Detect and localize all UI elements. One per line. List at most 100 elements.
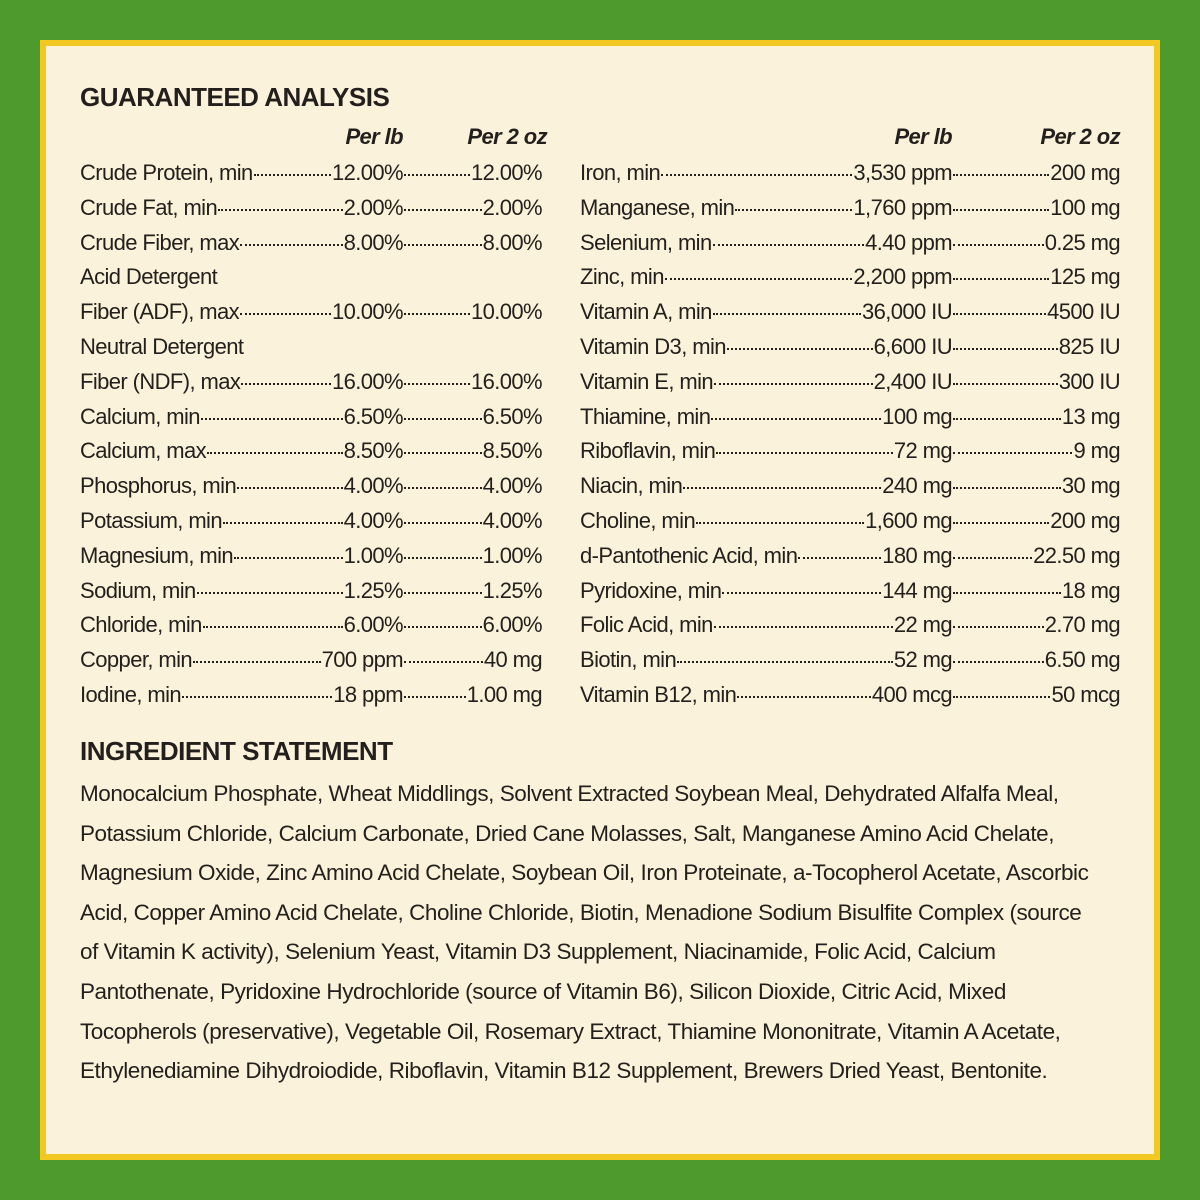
nutrient-name: Manganese, min bbox=[580, 194, 735, 220]
nutrient-name: Folic Acid, min bbox=[580, 612, 713, 638]
leader-dots bbox=[726, 347, 873, 350]
nutrient-name: Potassium, min bbox=[80, 507, 223, 533]
leader-dots bbox=[404, 452, 482, 455]
per-lb-value: 16.00% bbox=[331, 368, 404, 394]
leader-dots bbox=[404, 591, 482, 594]
per-lb-cell: Iron, min 3,530 ppm bbox=[580, 156, 953, 191]
row-line: Biotin, min 52 mg 6.50 mg bbox=[580, 643, 1121, 678]
leader-dots bbox=[222, 521, 343, 524]
per-lb-cell: Iodine, min 18 ppm bbox=[80, 678, 404, 713]
per-lb-cell: Fiber (NDF), max 16.00% bbox=[80, 365, 404, 400]
per-lb-cell: Sodium, min 1.25% bbox=[80, 574, 404, 609]
per-lb-value: 400 mcg bbox=[871, 681, 953, 707]
per-lb-cell: Magnesium, min 1.00% bbox=[80, 539, 404, 574]
leader-dots bbox=[200, 417, 343, 420]
per-2oz-value: 300 IU bbox=[1058, 368, 1121, 394]
nutrient-name: Copper, min bbox=[80, 647, 193, 673]
per-lb-cell: Biotin, min 52 mg bbox=[580, 643, 953, 678]
row-line: d-Pantothenic Acid, min 180 mg 22.50 mg bbox=[580, 539, 1121, 574]
per-2oz-cell: 8.50% bbox=[403, 434, 543, 469]
analysis-row: Magnesium, min 1.00% 1.00% bbox=[80, 539, 543, 574]
leader-dots bbox=[953, 452, 1073, 455]
analysis-row: Sodium, min 1.25% 1.25% bbox=[80, 574, 543, 609]
per-lb-cell: Selenium, min 4.40 ppm bbox=[580, 226, 953, 261]
header-label: Per 2 oz bbox=[467, 124, 547, 149]
analysis-row: Potassium, min 4.00% 4.00% bbox=[80, 504, 543, 539]
analysis-row: Calcium, min 6.50% 6.50% bbox=[80, 400, 543, 435]
analysis-row: Zinc, min 2,200 ppm 125 mg bbox=[580, 260, 1121, 295]
leader-dots bbox=[661, 174, 853, 176]
nutrient-name: Calcium, max bbox=[80, 438, 207, 464]
leader-dots bbox=[677, 661, 893, 664]
leader-dots bbox=[712, 243, 865, 246]
row-line: Potassium, min 4.00% 4.00% bbox=[80, 504, 543, 539]
leader-dots bbox=[953, 521, 1050, 524]
per-2oz-cell: 1.25% bbox=[403, 574, 543, 609]
per-lb-cell: Choline, min 1,600 mg bbox=[580, 504, 953, 539]
per-lb-value: 1.00% bbox=[343, 542, 404, 568]
per-2oz-cell: 300 IU bbox=[952, 365, 1121, 400]
per-2oz-cell: 6.50% bbox=[403, 400, 543, 435]
column-header: Per lb Per 2 oz bbox=[80, 122, 547, 156]
row-line: Phosphorus, min 4.00% 4.00% bbox=[80, 469, 543, 504]
per-2oz-cell: 1.00% bbox=[403, 539, 543, 574]
analysis-row: Vitamin D3, min 6,600 IU 825 IU bbox=[580, 330, 1121, 365]
row-line: Chloride, min 6.00% 6.00% bbox=[80, 608, 543, 643]
analysis-row: Copper, min 700 ppm 40 mg bbox=[80, 643, 543, 678]
leader-dots bbox=[196, 591, 343, 594]
row-line: Choline, min 1,600 mg 200 mg bbox=[580, 504, 1121, 539]
per-lb-cell: Phosphorus, min 4.00% bbox=[80, 469, 404, 504]
leader-dots bbox=[404, 521, 482, 524]
per-lb-cell: Thiamine, min 100 mg bbox=[580, 400, 953, 435]
nutrient-name: Crude Protein, min bbox=[80, 160, 253, 185]
per-2oz-value: 0.25 mg bbox=[1044, 229, 1121, 255]
analysis-row: Thiamine, min 100 mg 13 mg bbox=[580, 400, 1121, 435]
per-2oz-cell: 100 mg bbox=[952, 191, 1121, 226]
leader-dots bbox=[953, 626, 1044, 629]
row-line: Manganese, min 1,760 ppm 100 mg bbox=[580, 191, 1121, 226]
per-2oz-value: 22.50 mg bbox=[1033, 542, 1121, 568]
per-2oz-cell: 50 mcg bbox=[952, 678, 1121, 713]
leader-dots bbox=[798, 556, 882, 559]
leader-dots bbox=[953, 313, 1047, 316]
leader-dots bbox=[404, 556, 482, 559]
analysis-row: Folic Acid, min 22 mg 2.70 mg bbox=[580, 608, 1121, 643]
per-lb-value: 22 mg bbox=[893, 612, 953, 638]
per-2oz-cell: 9 mg bbox=[952, 434, 1121, 469]
per-lb-cell: Vitamin D3, min 6,600 IU bbox=[580, 330, 953, 365]
per-2oz-value: 50 mcg bbox=[1051, 681, 1120, 707]
nutrient-name: Thiamine, min bbox=[580, 403, 711, 429]
per-lb-value: 1,760 ppm bbox=[853, 194, 952, 220]
per-2oz-value: 4.00% bbox=[482, 473, 543, 499]
leader-dots bbox=[404, 417, 482, 420]
row-line: Vitamin D3, min 6,600 IU 825 IU bbox=[580, 330, 1121, 365]
nutrient-name: Phosphorus, min bbox=[80, 473, 237, 499]
analysis-row: Choline, min 1,600 mg 200 mg bbox=[580, 504, 1121, 539]
per-2oz-value: 1.00% bbox=[482, 542, 543, 568]
per-lb-cell: Potassium, min 4.00% bbox=[80, 504, 404, 539]
leader-dots bbox=[953, 382, 1058, 385]
row-line: Selenium, min 4.40 ppm 0.25 mg bbox=[580, 226, 1121, 261]
analysis-row: Vitamin B12, min 400 mcg 50 mcg bbox=[580, 678, 1121, 713]
per-lb-cell: Crude Fiber, max 8.00% bbox=[80, 226, 404, 261]
row-line: Vitamin A, min 36,000 IU 4500 IU bbox=[580, 295, 1121, 330]
row-line: Fiber (ADF), max 10.00% 10.00% bbox=[80, 295, 543, 330]
nutrient-name: Vitamin A, min bbox=[580, 299, 712, 325]
per-lb-value: 4.40 ppm bbox=[865, 229, 953, 255]
per-2oz-value: 8.50% bbox=[482, 438, 543, 464]
leader-dots bbox=[953, 487, 1061, 490]
leader-dots bbox=[714, 382, 873, 385]
per-2oz-cell: 200 mg bbox=[952, 156, 1121, 191]
per-lb-value: 144 mg bbox=[882, 577, 952, 603]
leader-dots bbox=[240, 313, 331, 316]
analysis-row: Iron, min 3,530 ppm 200 mg bbox=[580, 156, 1121, 191]
per-lb-value: 1.25% bbox=[343, 577, 404, 603]
analysis-column: Per lb Per 2 oz Iron, min 3,530 ppm 200 mg Ma… bbox=[580, 122, 1121, 713]
per-lb-cell: Riboflavin, min 72 mg bbox=[580, 434, 953, 469]
leader-dots bbox=[404, 313, 470, 316]
per-lb-cell: Manganese, min 1,760 ppm bbox=[580, 191, 953, 226]
nutrient-name: Iron, min bbox=[580, 160, 661, 185]
per-lb-cell: Calcium, max 8.50% bbox=[80, 434, 404, 469]
leader-dots bbox=[241, 382, 331, 385]
